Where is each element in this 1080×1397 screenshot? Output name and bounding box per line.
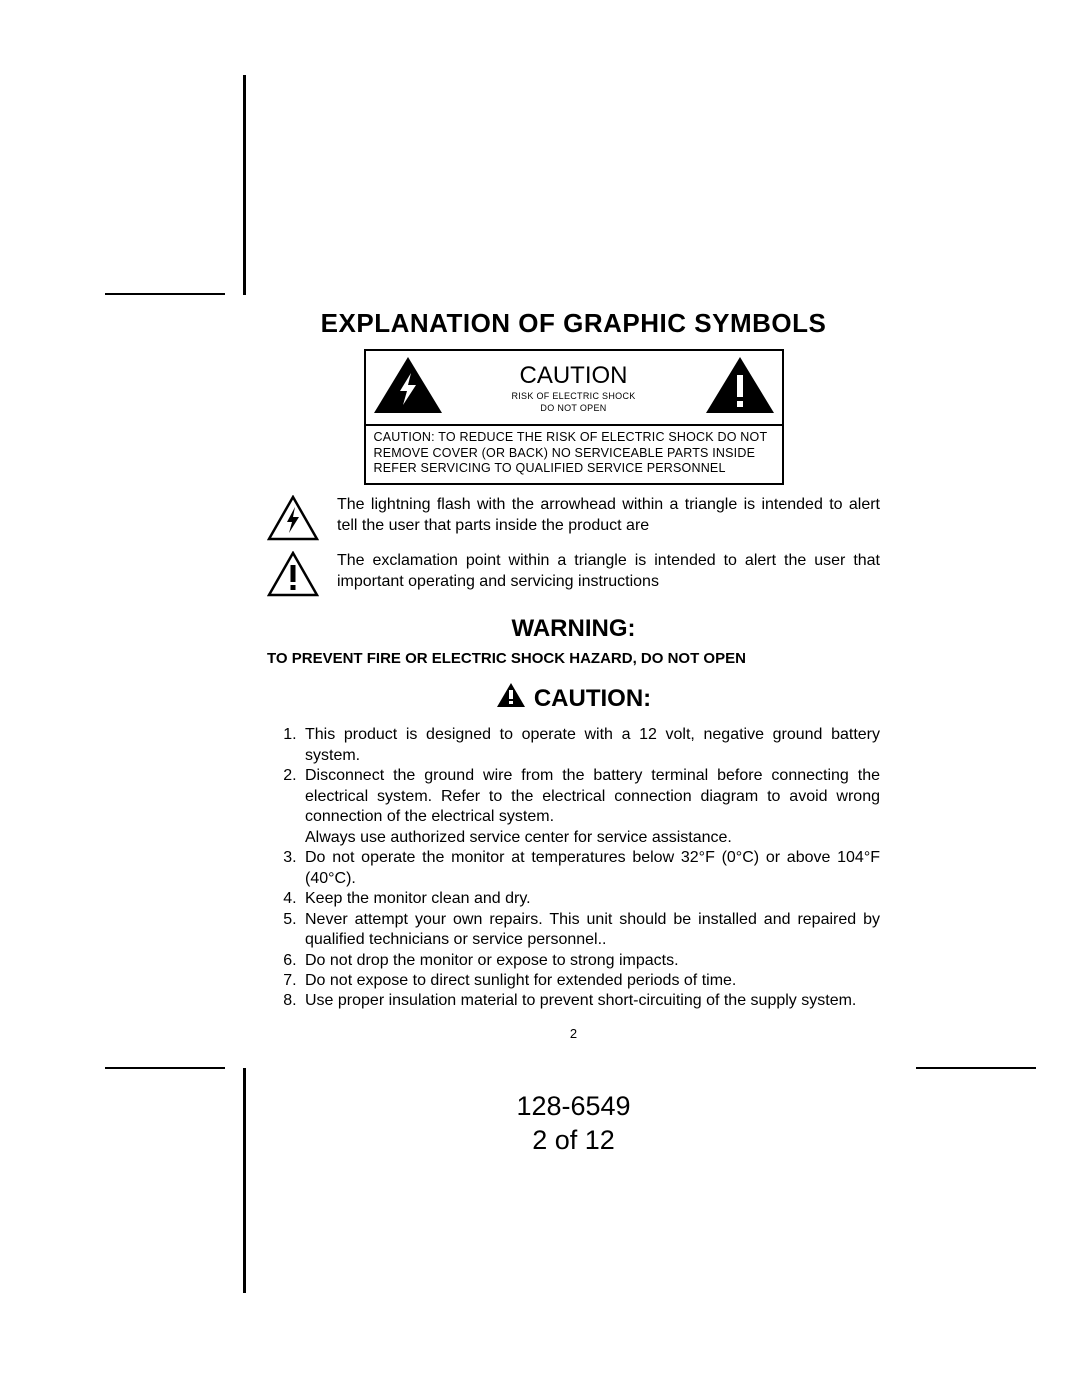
crop-mark — [243, 75, 246, 295]
doc-number: 128-6549 — [267, 1090, 880, 1124]
warning-subheading: TO PREVENT FIRE OR ELECTRIC SHOCK HAZARD… — [267, 649, 880, 669]
page-title: EXPLANATION OF GRAPHIC SYMBOLS — [267, 308, 880, 339]
caution-heading: CAUTION: — [267, 682, 880, 715]
caution-box-label: CAUTION — [450, 362, 698, 390]
list-item: Do not expose to direct sunlight for ext… — [301, 971, 880, 991]
symbol-explanation-row: The exclamation point within a triangle … — [267, 551, 880, 597]
crop-mark — [105, 293, 225, 295]
page: EXPLANATION OF GRAPHIC SYMBOLS CAUTION R… — [0, 0, 1080, 1397]
caution-box-header: CAUTION RISK OF ELECTRIC SHOCK DO NOT OP… — [366, 351, 782, 426]
caution-box: CAUTION RISK OF ELECTRIC SHOCK DO NOT OP… — [364, 349, 784, 485]
list-item: Use proper insulation material to preven… — [301, 991, 880, 1011]
lightning-triangle-icon — [372, 355, 444, 420]
lightning-triangle-outline-icon — [267, 495, 325, 541]
footer: 128-6549 2 of 12 — [267, 1090, 880, 1158]
crop-mark — [105, 1067, 225, 1069]
warning-heading: WARNING: — [267, 615, 880, 643]
caution-box-body: CAUTION: TO REDUCE THE RISK OF ELECTRIC … — [366, 426, 782, 483]
inner-page-number: 2 — [267, 1026, 880, 1041]
symbol-explanation-text: The exclamation point within a triangle … — [337, 551, 880, 593]
list-item: Do not drop the monitor or expose to str… — [301, 951, 880, 971]
crop-mark — [243, 1068, 246, 1293]
exclaim-triangle-small-icon — [496, 682, 526, 715]
exclaim-triangle-outline-icon — [267, 551, 325, 597]
caution-box-sub2: DO NOT OPEN — [450, 404, 698, 414]
list-item: Disconnect the ground wire from the batt… — [301, 766, 880, 848]
caution-box-label-block: CAUTION RISK OF ELECTRIC SHOCK DO NOT OP… — [444, 355, 704, 420]
caution-box-sub1: RISK OF ELECTRIC SHOCK — [450, 392, 698, 402]
symbol-explanation-text: The lightning flash with the arrowhead w… — [337, 495, 880, 537]
list-item: Keep the monitor clean and dry. — [301, 889, 880, 909]
caution-list: This product is designed to operate with… — [267, 725, 880, 1012]
exclaim-triangle-icon — [704, 355, 776, 420]
caution-heading-text: CAUTION: — [534, 685, 651, 713]
symbol-explanation-row: The lightning flash with the arrowhead w… — [267, 495, 880, 541]
crop-mark — [916, 1067, 1036, 1069]
content-area: EXPLANATION OF GRAPHIC SYMBOLS CAUTION R… — [267, 308, 880, 1041]
list-item: Never attempt your own repairs. This uni… — [301, 910, 880, 951]
page-indicator: 2 of 12 — [267, 1124, 880, 1158]
list-item: This product is designed to operate with… — [301, 725, 880, 766]
list-item: Do not operate the monitor at temperatur… — [301, 848, 880, 889]
